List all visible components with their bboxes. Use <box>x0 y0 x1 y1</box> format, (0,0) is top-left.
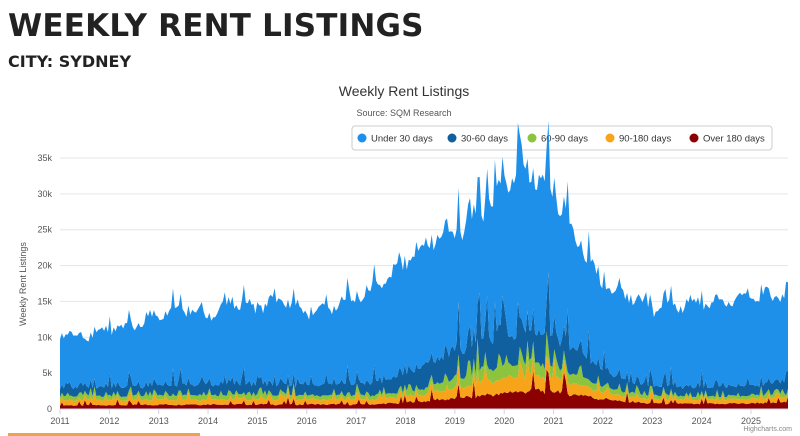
legend-marker-90-180-days <box>605 133 615 143</box>
x-tick-label: 2020 <box>494 416 514 426</box>
legend-item-over-180-days[interactable]: Over 180 days <box>703 134 765 145</box>
x-tick-label: 2013 <box>149 416 169 426</box>
x-tick-label: 2021 <box>544 416 564 426</box>
series-area-30-60-days[interactable] <box>60 272 788 398</box>
y-tick-label: 20k <box>37 261 52 271</box>
chart-legend: Under 30 days 30-60 days 60-90 days 90-180 … <box>357 133 765 145</box>
title-underline <box>8 433 200 436</box>
y-tick-label: 0 <box>47 404 52 414</box>
legend-marker-60-90-days <box>527 133 537 143</box>
y-tick-label: 35k <box>37 153 52 163</box>
x-tick-label: 2017 <box>346 416 366 426</box>
page-title: WEEKLY RENT LISTINGS <box>8 8 424 44</box>
series-area-over-180-days[interactable] <box>60 369 788 409</box>
legend-item-90-180-days[interactable]: 90-180 days <box>619 134 672 145</box>
legend-item-60-90-days[interactable]: 60-90 days <box>541 134 588 145</box>
y-tick-label: 5k <box>42 368 52 378</box>
legend-marker-under-30-days <box>357 133 367 143</box>
y-tick-label: 30k <box>37 189 52 199</box>
x-tick-label: 2011 <box>50 416 69 426</box>
chart-credit[interactable]: Highcharts.com <box>743 426 792 433</box>
x-tick-label: 2019 <box>445 416 465 426</box>
x-tick-label: 2018 <box>395 416 415 426</box>
legend-item-under-30-days[interactable]: Under 30 days <box>371 134 433 145</box>
x-axis-ticks: 2011 2012 2013 2014 2015 2016 2017 2018 2019 2020… <box>50 409 761 426</box>
chart-subtitle: Source: SQM Research <box>356 108 451 118</box>
y-tick-label: 10k <box>37 332 52 342</box>
x-tick-label: 2023 <box>642 416 662 426</box>
chart-areas <box>60 120 788 409</box>
x-tick-label: 2014 <box>198 416 218 426</box>
y-tick-label: 25k <box>37 225 52 235</box>
series-area-90-180-days[interactable] <box>60 353 788 406</box>
x-tick-label: 2024 <box>692 416 712 426</box>
legend-marker-over-180-days <box>689 133 699 143</box>
chart-title: Weekly Rent Listings <box>339 83 469 99</box>
x-tick-label: 2022 <box>593 416 613 426</box>
y-tick-label: 15k <box>37 296 52 306</box>
legend-item-30-60-days[interactable]: 30-60 days <box>461 134 508 145</box>
x-tick-label: 2025 <box>741 416 761 426</box>
series-area-under-30-days[interactable] <box>60 120 788 390</box>
x-tick-label: 2015 <box>247 416 267 426</box>
y-axis-ticks: 0 5k 10k 15k 20k 25k 30k 35k <box>37 153 52 414</box>
legend-box <box>351 125 773 151</box>
page-subtitle: CITY: SYDNEY <box>8 52 132 71</box>
x-tick-label: 2012 <box>99 416 119 426</box>
legend-marker-30-60-days <box>447 133 457 143</box>
x-tick-label: 2016 <box>297 416 317 426</box>
y-axis-label: Weekly Rent Listings <box>18 242 28 326</box>
